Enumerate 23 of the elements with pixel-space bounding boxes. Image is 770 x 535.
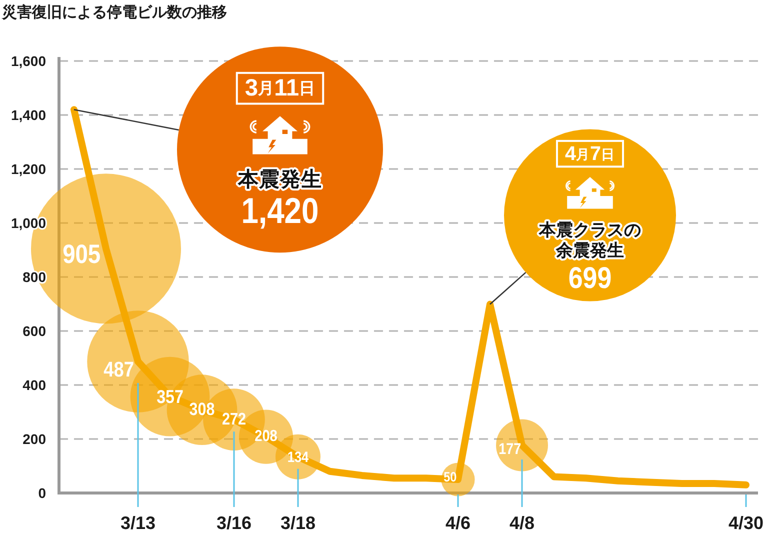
x-tick-label: 3/13	[120, 513, 156, 533]
y-tick-label: 600	[22, 323, 46, 339]
data-label: 905	[62, 240, 101, 270]
x-tick-label: 4/8	[509, 513, 535, 533]
y-tick-label: 400	[22, 377, 46, 393]
data-label: 208	[254, 428, 278, 446]
data-label: 177	[498, 441, 522, 458]
x-tick-label: 3/18	[280, 513, 316, 533]
chart-title: 災害復旧による停電ビル数の推移	[1, 3, 227, 21]
y-tick-label: 1,600	[10, 53, 46, 69]
data-label: 134	[287, 448, 309, 466]
y-tick-label: 1,200	[10, 161, 46, 177]
x-tick-label: 3/16	[216, 513, 252, 533]
x-tick-label: 4/30	[728, 513, 764, 533]
x-tick-label: 4/6	[445, 513, 471, 533]
data-label: 272	[222, 410, 246, 429]
y-tick-label: 0	[38, 485, 46, 501]
data-label: 50	[444, 468, 457, 485]
data-label: 487	[104, 358, 134, 382]
y-tick-label: 200	[22, 431, 46, 447]
data-label: 308	[189, 400, 215, 420]
data-label: 357	[156, 386, 184, 408]
y-tick-label: 1,400	[10, 107, 46, 123]
